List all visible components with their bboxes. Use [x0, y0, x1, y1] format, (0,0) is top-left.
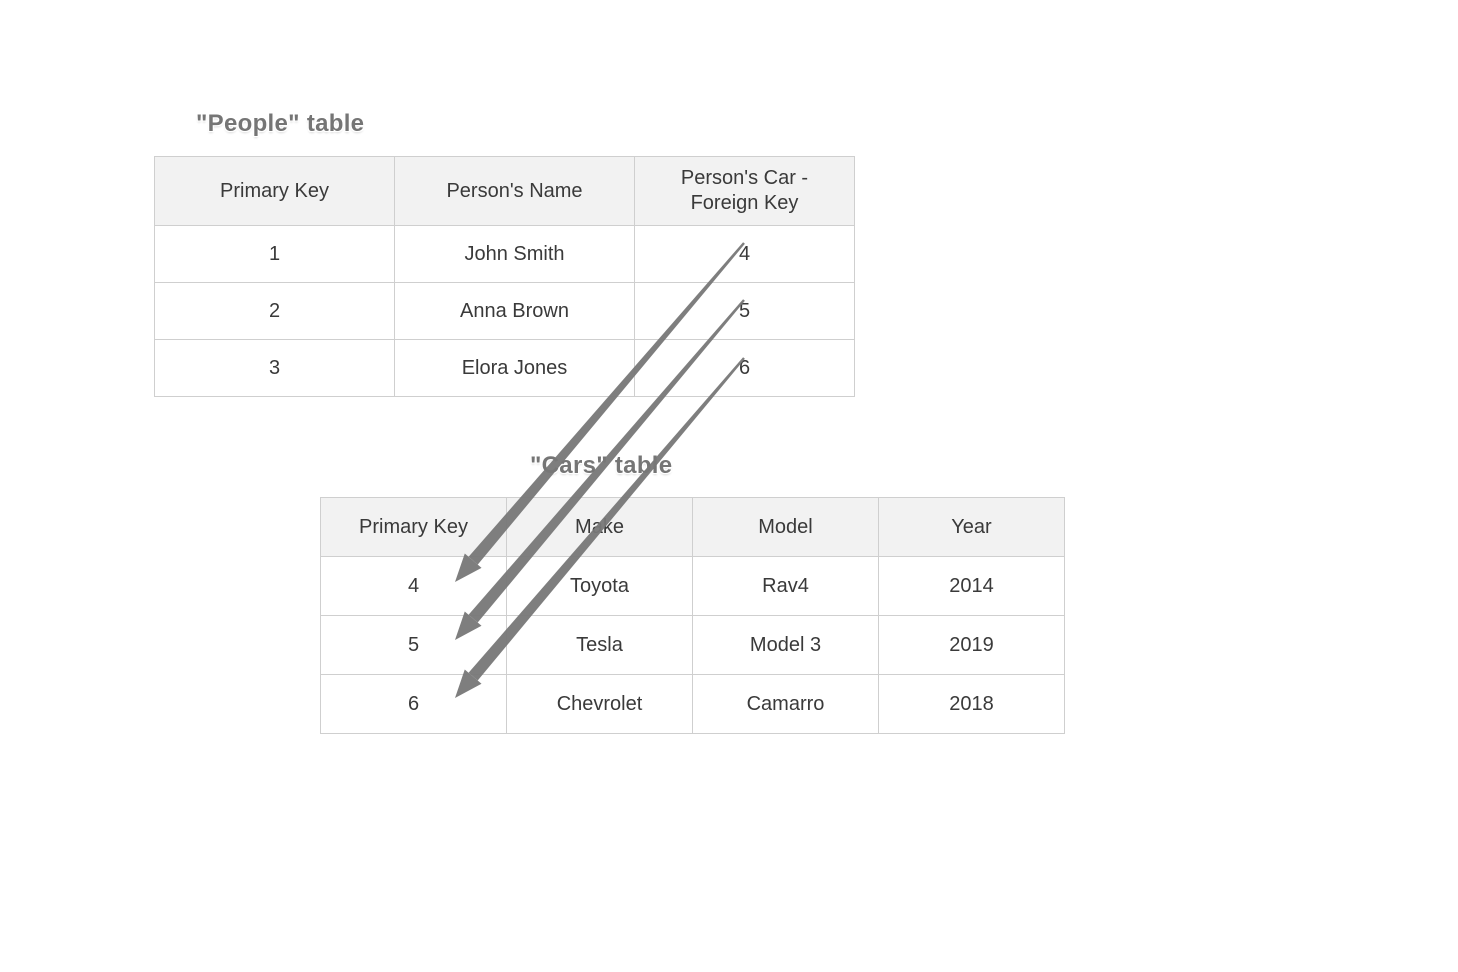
table-row: 5TeslaModel 32019 [321, 616, 1065, 675]
cars-cell: 2014 [879, 557, 1065, 616]
cars-cell: Rav4 [693, 557, 879, 616]
cars-cell: 5 [321, 616, 507, 675]
table-row: 6ChevroletCamarro2018 [321, 675, 1065, 734]
cars-cell: Chevrolet [507, 675, 693, 734]
people-cell: Elora Jones [395, 340, 635, 397]
cars-cell: 6 [321, 675, 507, 734]
table-row: 4ToyotaRav42014 [321, 557, 1065, 616]
cars-header-2: Model [693, 498, 879, 557]
cars-cell: Tesla [507, 616, 693, 675]
people-header-0: Primary Key [155, 157, 395, 226]
cars-cell: 2019 [879, 616, 1065, 675]
table-row: 1John Smith4 [155, 226, 855, 283]
cars-cell: 2018 [879, 675, 1065, 734]
cars-cell: Camarro [693, 675, 879, 734]
cars-table-title: "Cars" table [530, 452, 672, 480]
people-cell: 3 [155, 340, 395, 397]
people-cell: 6 [635, 340, 855, 397]
people-cell: Anna Brown [395, 283, 635, 340]
people-table: Primary KeyPerson's NamePerson's Car - F… [154, 156, 855, 397]
diagram-stage: "People" table Primary KeyPerson's NameP… [0, 0, 1458, 972]
people-header-1: Person's Name [395, 157, 635, 226]
people-cell: 4 [635, 226, 855, 283]
people-table-title: "People" table [196, 110, 364, 138]
cars-table: Primary KeyMakeModelYear4ToyotaRav420145… [320, 497, 1065, 734]
people-cell: 2 [155, 283, 395, 340]
people-cell: 1 [155, 226, 395, 283]
people-cell: 5 [635, 283, 855, 340]
people-header-2: Person's Car - Foreign Key [635, 157, 855, 226]
table-row: 3Elora Jones6 [155, 340, 855, 397]
people-cell: John Smith [395, 226, 635, 283]
foreign-key-arrows [0, 0, 1458, 972]
table-row: 2Anna Brown5 [155, 283, 855, 340]
cars-header-0: Primary Key [321, 498, 507, 557]
cars-header-1: Make [507, 498, 693, 557]
cars-header-3: Year [879, 498, 1065, 557]
cars-cell: Toyota [507, 557, 693, 616]
cars-cell: Model 3 [693, 616, 879, 675]
cars-cell: 4 [321, 557, 507, 616]
